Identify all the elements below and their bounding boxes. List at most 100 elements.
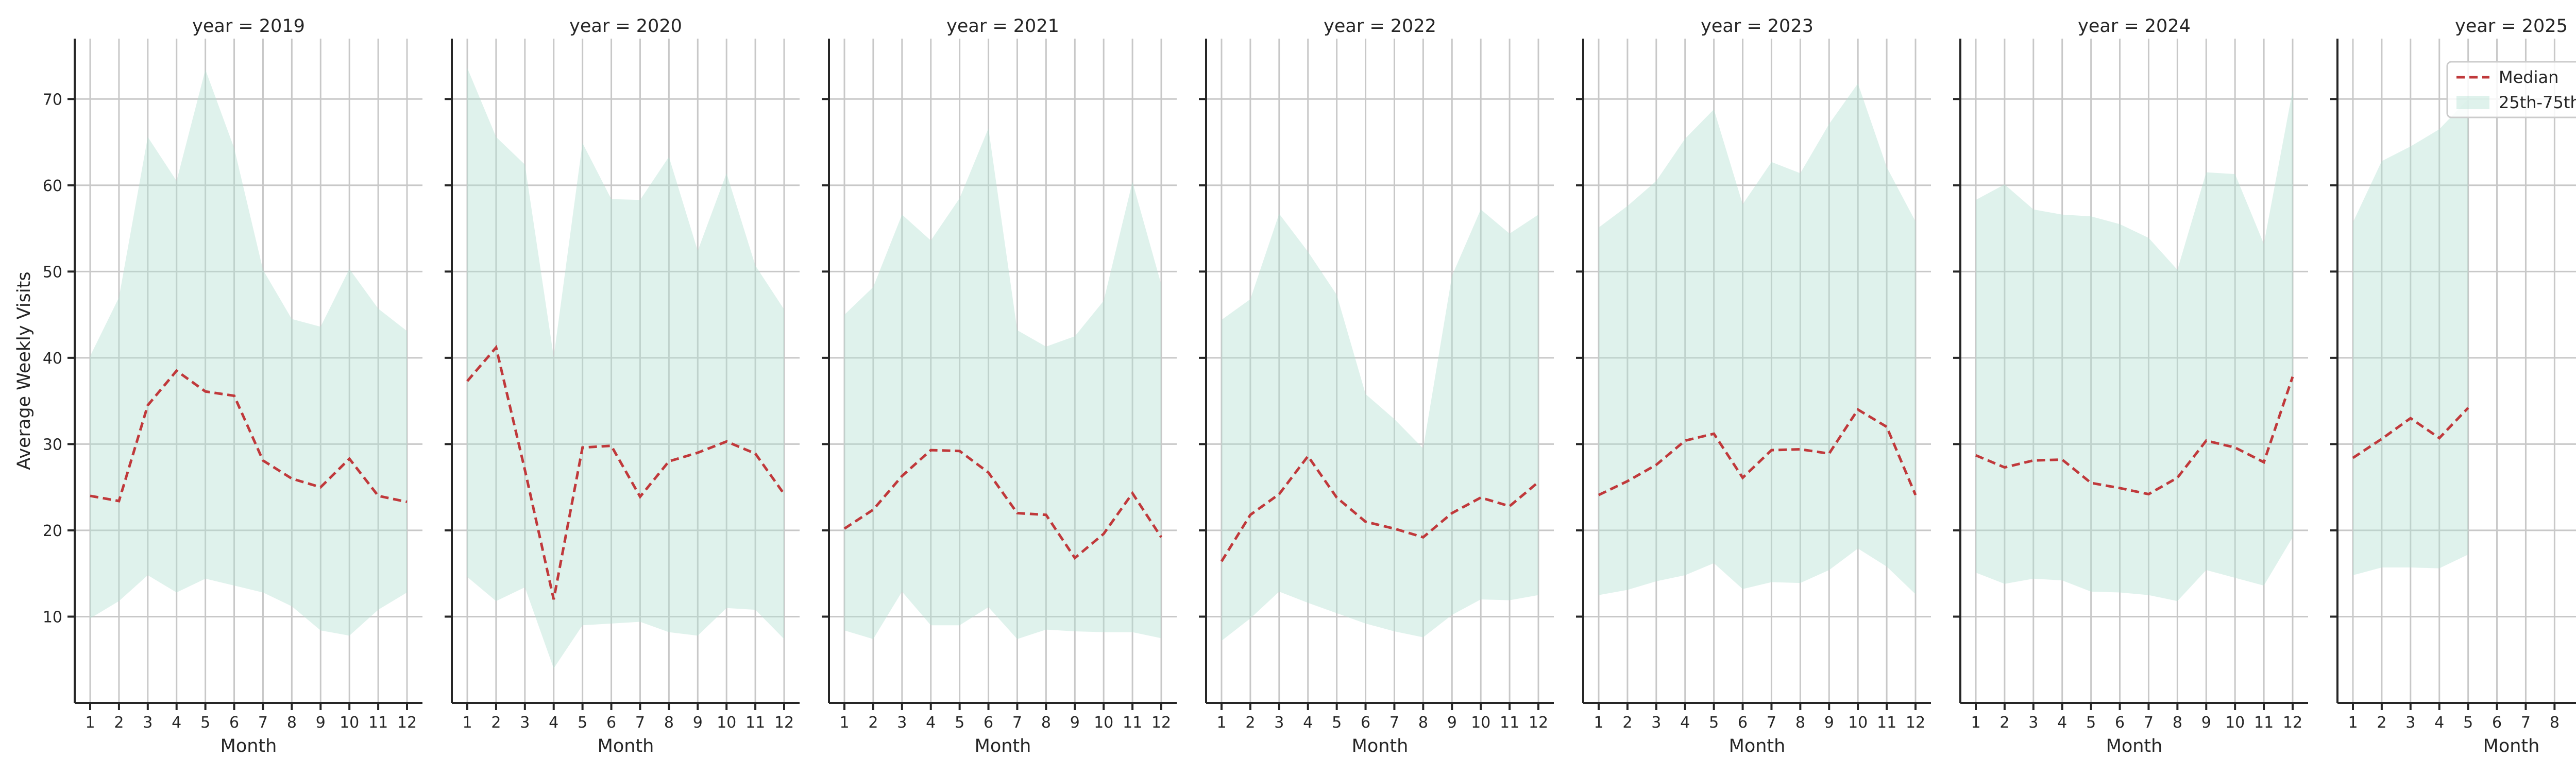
x-tick-label: 2 bbox=[1622, 714, 1632, 732]
x-tick-label: 9 bbox=[1070, 714, 1080, 732]
x-tick-label: 4 bbox=[2434, 714, 2444, 732]
y-tick-label: 10 bbox=[43, 608, 62, 626]
percentile-band bbox=[1222, 209, 1538, 641]
x-tick-label: 1 bbox=[462, 714, 472, 732]
x-tick-label: 4 bbox=[549, 714, 558, 732]
panel-title: year = 2024 bbox=[2078, 16, 2191, 37]
x-tick-label: 10 bbox=[1848, 714, 1868, 732]
x-tick-label: 7 bbox=[1389, 714, 1399, 732]
x-tick-label: 3 bbox=[520, 714, 530, 732]
x-tick-label: 5 bbox=[2086, 714, 2096, 732]
percentile-band bbox=[844, 128, 1161, 640]
x-tick-label: 5 bbox=[1332, 714, 1342, 732]
x-tick-label: 7 bbox=[258, 714, 268, 732]
x-tick-label: 11 bbox=[2254, 714, 2274, 732]
x-tick-label: 2 bbox=[2377, 714, 2386, 732]
x-tick-label: 12 bbox=[1529, 714, 1548, 732]
percentile-band bbox=[90, 70, 407, 636]
x-tick-label: 7 bbox=[635, 714, 645, 732]
x-tick-label: 10 bbox=[717, 714, 736, 732]
x-tick-label: 5 bbox=[1709, 714, 1719, 732]
legend-band-swatch bbox=[2456, 96, 2489, 109]
x-tick-label: 12 bbox=[774, 714, 794, 732]
median-line bbox=[1975, 376, 2294, 496]
x-axis-label: Month bbox=[2483, 736, 2540, 756]
x-tick-label: 1 bbox=[839, 714, 849, 732]
x-tick-label: 9 bbox=[1447, 714, 1457, 732]
x-tick-label: 11 bbox=[1877, 714, 1896, 732]
x-tick-label: 3 bbox=[143, 714, 152, 732]
panel-title: year = 2021 bbox=[946, 16, 1059, 37]
x-tick-label: 2 bbox=[1999, 714, 2009, 732]
x-tick-label: 10 bbox=[2225, 714, 2245, 732]
x-tick-label: 6 bbox=[2492, 714, 2502, 732]
x-tick-label: 4 bbox=[1303, 714, 1313, 732]
x-tick-label: 9 bbox=[1824, 714, 1834, 732]
x-tick-label: 3 bbox=[1274, 714, 1284, 732]
x-tick-label: 12 bbox=[1906, 714, 1925, 732]
x-tick-label: 5 bbox=[200, 714, 210, 732]
median-line bbox=[1220, 454, 1539, 562]
x-tick-label: 10 bbox=[340, 714, 359, 732]
x-tick-label: 11 bbox=[745, 714, 765, 732]
y-tick-label: 50 bbox=[43, 263, 62, 281]
x-tick-label: 2 bbox=[114, 714, 124, 732]
panel-title: year = 2022 bbox=[1324, 16, 1436, 37]
x-tick-label: 5 bbox=[578, 714, 587, 732]
x-tick-label: 8 bbox=[664, 714, 674, 732]
panel-title: year = 2020 bbox=[569, 16, 682, 37]
x-tick-label: 1 bbox=[1594, 714, 1603, 732]
x-axis-label: Month bbox=[1352, 736, 1409, 756]
y-tick-label: 70 bbox=[43, 91, 62, 109]
median-line bbox=[1598, 408, 1917, 496]
legend-band-label: 25th-75th Percentile bbox=[2499, 93, 2576, 112]
x-tick-label: 3 bbox=[897, 714, 907, 732]
x-axis-label: Month bbox=[975, 736, 1031, 756]
x-tick-label: 6 bbox=[229, 714, 239, 732]
x-tick-label: 9 bbox=[693, 714, 703, 732]
x-axis-label: Month bbox=[1729, 736, 1786, 756]
y-tick-label: 30 bbox=[43, 436, 62, 454]
x-tick-label: 1 bbox=[1216, 714, 1226, 732]
x-tick-label: 2 bbox=[868, 714, 878, 732]
median-line bbox=[466, 345, 786, 600]
legend-frame bbox=[2446, 61, 2576, 118]
x-tick-label: 7 bbox=[1012, 714, 1022, 732]
x-tick-label: 10 bbox=[1471, 714, 1490, 732]
x-tick-label: 8 bbox=[287, 714, 297, 732]
x-axis-label: Month bbox=[221, 736, 277, 756]
median-line bbox=[2352, 407, 2469, 459]
x-tick-label: 6 bbox=[2115, 714, 2125, 732]
median-line bbox=[90, 369, 408, 504]
percentile-band bbox=[2353, 99, 2468, 576]
y-tick-label: 20 bbox=[43, 522, 62, 540]
y-tick-label: 40 bbox=[43, 350, 62, 368]
median-line bbox=[843, 449, 1163, 560]
x-tick-label: 10 bbox=[1094, 714, 1113, 732]
legend-median-label: Median bbox=[2499, 67, 2558, 87]
x-tick-label: 12 bbox=[2283, 714, 2302, 732]
x-tick-label: 11 bbox=[1123, 714, 1142, 732]
x-tick-label: 8 bbox=[1041, 714, 1051, 732]
panel-title: year = 2023 bbox=[1701, 16, 1814, 37]
x-tick-label: 6 bbox=[606, 714, 616, 732]
x-tick-label: 1 bbox=[2348, 714, 2358, 732]
x-tick-label: 4 bbox=[926, 714, 936, 732]
x-tick-label: 8 bbox=[1418, 714, 1428, 732]
x-tick-label: 8 bbox=[1795, 714, 1805, 732]
percentile-band bbox=[1599, 83, 1916, 595]
legend: Median 25th-75th Percentile bbox=[2446, 61, 2576, 118]
x-tick-label: 1 bbox=[1971, 714, 1980, 732]
x-axis-label: Month bbox=[598, 736, 654, 756]
x-tick-label: 9 bbox=[2201, 714, 2211, 732]
x-tick-label: 12 bbox=[397, 714, 417, 732]
x-tick-label: 7 bbox=[1767, 714, 1776, 732]
